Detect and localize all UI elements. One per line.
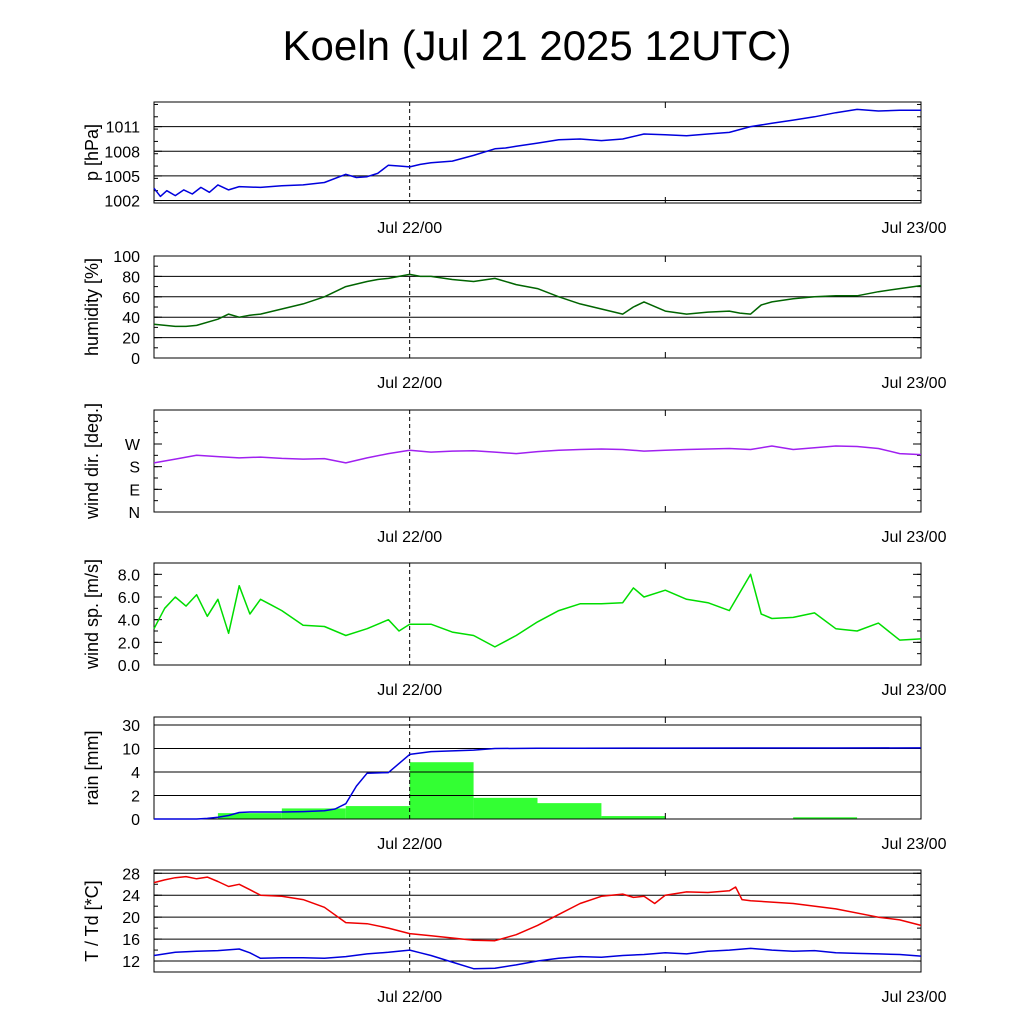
ytick-label-2-3: W	[125, 437, 141, 454]
ytick-label-1-4: 80	[122, 269, 140, 286]
axis-title-4: rain [mm]	[82, 730, 102, 805]
ytick-label-0-1: 1005	[104, 169, 140, 186]
series-line-5-1	[153, 947, 922, 970]
ytick-label-5-0: 12	[122, 954, 140, 971]
ytick-label-1-1: 20	[122, 331, 140, 348]
ytick-label-0-2: 1008	[104, 144, 140, 161]
panel-frame-5	[153, 869, 922, 973]
xtick-label-5-0: Jul 22/00	[377, 989, 442, 1006]
ytick-label-0-3: 1011	[106, 120, 141, 137]
axis-title-0: p [hPa]	[82, 124, 102, 181]
chart-title: Koeln (Jul 21 2025 12UTC)	[282, 22, 792, 69]
rain-bar-10	[793, 817, 858, 819]
panel-frame-4	[153, 716, 922, 820]
series-line-0-0	[153, 108, 921, 198]
panel-frame-0	[153, 101, 922, 204]
xtick-label-0-1: Jul 23/00	[882, 220, 947, 237]
axis-title-3: wind sp. [m/s]	[82, 559, 102, 670]
ytick-label-4-2: 4	[131, 765, 140, 782]
ytick-label-5-2: 20	[122, 910, 140, 927]
series-line-5-0	[153, 875, 922, 942]
ytick-label-5-1: 16	[122, 932, 140, 949]
panel-frame-1	[153, 255, 922, 359]
xtick-label-5-1: Jul 23/00	[882, 989, 947, 1006]
ytick-label-1-3: 60	[122, 290, 140, 307]
ytick-label-4-0: 0	[131, 812, 140, 829]
ytick-label-3-2: 4.0	[118, 613, 140, 630]
ytick-label-3-0: 0.0	[118, 658, 140, 675]
ytick-label-1-5: 100	[113, 249, 140, 266]
ytick-label-3-4: 8.0	[118, 567, 140, 584]
series-line-2-0	[153, 445, 922, 464]
ytick-label-3-1: 2.0	[118, 635, 140, 652]
xtick-label-2-1: Jul 23/00	[882, 529, 947, 546]
rain-bar-5	[473, 797, 538, 819]
rain-bar-2	[281, 808, 346, 819]
rain-bar-1	[217, 813, 282, 819]
ytick-label-0-0: 1002	[104, 194, 140, 211]
ytick-label-1-0: 0	[131, 351, 140, 368]
xtick-label-0-0: Jul 22/00	[377, 220, 442, 237]
axis-title-1: humidity [%]	[82, 258, 102, 356]
rain-bar-3	[345, 806, 410, 819]
series-line-1-0	[153, 273, 922, 328]
series-line-4-0	[154, 747, 922, 820]
xtick-label-3-1: Jul 23/00	[882, 682, 947, 699]
xtick-label-1-0: Jul 22/00	[377, 375, 442, 392]
xtick-label-3-0: Jul 22/00	[377, 682, 442, 699]
xtick-label-2-0: Jul 22/00	[377, 529, 442, 546]
ytick-label-2-1: E	[129, 482, 140, 499]
xtick-label-1-1: Jul 23/00	[882, 375, 947, 392]
series-line-3-0	[153, 573, 922, 648]
ytick-label-2-0: N	[128, 505, 140, 522]
ytick-label-4-4: 30	[122, 718, 140, 735]
rain-bar-6	[537, 803, 602, 819]
ytick-label-4-3: 10	[122, 742, 140, 759]
xtick-label-4-1: Jul 23/00	[882, 836, 947, 853]
rain-bar-4	[409, 762, 474, 819]
ytick-label-2-2: S	[129, 460, 140, 477]
rain-bar-7	[601, 816, 666, 819]
xtick-label-4-0: Jul 22/00	[377, 836, 442, 853]
axis-title-2: wind dir. [deg.]	[82, 403, 102, 520]
ytick-label-3-3: 6.0	[118, 590, 140, 607]
panel-frame-2	[153, 409, 922, 513]
ytick-label-5-4: 28	[122, 866, 140, 883]
panel-frame-3	[153, 562, 922, 666]
ytick-label-1-2: 40	[122, 310, 140, 327]
ytick-label-4-1: 2	[131, 789, 140, 806]
ytick-label-5-3: 24	[122, 888, 140, 905]
axis-title-5: T / Td [*C]	[82, 880, 102, 961]
